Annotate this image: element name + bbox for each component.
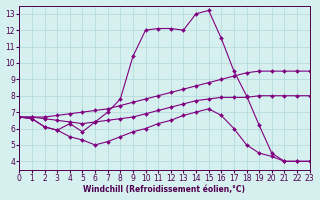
X-axis label: Windchill (Refroidissement éolien,°C): Windchill (Refroidissement éolien,°C) <box>84 185 245 194</box>
